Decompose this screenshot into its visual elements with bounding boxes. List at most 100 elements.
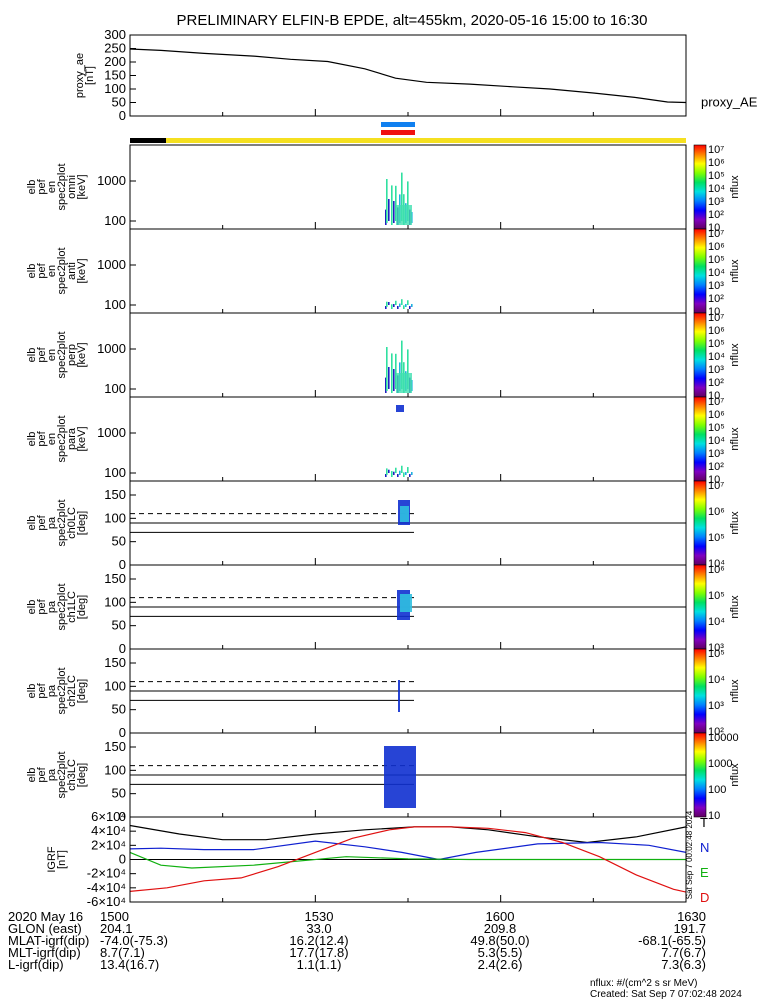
footer-value: 49.8(50.0) <box>470 933 530 948</box>
colorbar-tick: 10³ <box>708 364 724 376</box>
spectrogram-column <box>388 302 390 305</box>
y-tick-label: 2×10⁴ <box>91 837 126 852</box>
spectrogram-column <box>386 468 388 475</box>
y-tick-label: 100 <box>104 213 126 228</box>
chart-title: PRELIMINARY ELFIN-B EPDE, alt=455km, 202… <box>177 12 648 29</box>
y-tick-label: 1000 <box>97 341 126 356</box>
colorbar-label: nflux <box>729 679 741 703</box>
spectrogram-column <box>397 306 399 309</box>
colorbar-tick: 10⁴ <box>708 267 725 279</box>
colorbar-tick: 10² <box>708 209 724 221</box>
y-tick-label: 0 <box>119 557 126 572</box>
spectrogram-column <box>411 472 413 475</box>
y-label-line: spec2plot <box>56 499 68 546</box>
spectrogram-column <box>393 369 395 391</box>
y-tick-label: 100 <box>104 510 126 525</box>
y-label-line: pa <box>46 768 58 781</box>
series-line-proxy_AE <box>129 48 687 104</box>
state-bar: Sat Sep 7 00:02:48 2024 <box>130 122 694 899</box>
y-tick-label: 50 <box>112 702 126 717</box>
component-label: D <box>700 890 709 905</box>
colorbar-tick: 10⁴ <box>708 435 725 447</box>
spectrogram-column <box>407 349 409 389</box>
colorbar-tick: 10⁴ <box>708 351 725 363</box>
colorbar-tick: 10³ <box>708 700 724 712</box>
colorbar-tick: 10² <box>708 293 724 305</box>
y-label-line: elb <box>26 516 38 531</box>
spectrogram-column <box>385 474 387 477</box>
footer-row-name: GLON (east) <box>8 921 82 936</box>
footer-value: 1.1(1.1) <box>296 957 342 972</box>
panel-2: elbpefenspec2plotomni[keV]10010001010²10… <box>26 144 741 234</box>
y-label-line: spec2plot <box>56 583 68 630</box>
spectrogram-column <box>391 353 393 393</box>
y-label-line: [keV] <box>76 426 88 451</box>
y-tick-label: 50 <box>112 618 126 633</box>
spectrogram-column <box>399 470 401 475</box>
y-label-line: omni <box>66 175 78 199</box>
series-line-N <box>129 840 687 861</box>
y-tick-label: 150 <box>104 655 126 670</box>
footer-value: 7.7(6.7) <box>661 945 706 960</box>
y-label-line: ch1LC <box>66 591 78 623</box>
footer-value: -74.0(-75.3) <box>100 933 168 948</box>
colorbar <box>693 396 707 482</box>
panel-5: elbpefenspec2plotpara[keV]10010001010²10… <box>26 396 741 486</box>
footer-value: 1500 <box>100 909 129 924</box>
y-tick-label: 4×10⁴ <box>91 823 126 838</box>
colorbar-tick: 10⁷ <box>708 312 724 324</box>
panel-10: IGRF[nT]-6×10⁴-4×10⁴-2×10⁴02×10⁴4×10⁴6×1… <box>46 809 709 909</box>
y-label-line: [keV] <box>76 342 88 367</box>
footer-value: 17.7(17.8) <box>289 945 349 960</box>
y-tick-label: 100 <box>104 594 126 609</box>
y-label-line: ch3LC <box>66 759 78 791</box>
colorbar <box>693 480 707 566</box>
footer-value: 1630 <box>677 909 706 924</box>
footer-value: 204.1 <box>100 921 133 936</box>
colorbar-tick: 10⁵ <box>708 590 725 602</box>
y-tick-label: 250 <box>104 41 126 56</box>
spectrogram-column <box>397 474 399 477</box>
colorbar-tick: 10⁶ <box>708 506 725 518</box>
state-bar-yellow <box>166 138 686 143</box>
colorbar-tick: 10⁵ <box>708 254 725 266</box>
spectrogram-patch <box>396 373 412 393</box>
y-label-line: pef <box>36 178 48 194</box>
y-tick-label: -2×10⁴ <box>87 866 126 881</box>
colorbar-tick: 10³ <box>708 448 724 460</box>
spectrogram-column <box>393 304 395 307</box>
y-label-line: [keV] <box>76 174 88 199</box>
colorbar <box>693 564 707 650</box>
y-label-line: en <box>46 265 58 277</box>
y-tick-label: 100 <box>104 381 126 396</box>
y-label-line: [deg] <box>76 763 88 787</box>
spectrogram-column <box>403 305 405 309</box>
y-tick-label: 0 <box>119 641 126 656</box>
colorbar-tick: 100 <box>708 784 726 796</box>
y-tick-label: 1000 <box>97 257 126 272</box>
y-label-line: para <box>66 427 78 450</box>
spectrogram-column <box>407 181 409 221</box>
colorbar-tick: 10⁵ <box>708 338 725 350</box>
y-label-line: pef <box>36 430 48 446</box>
y-tick-label: 1000 <box>97 173 126 188</box>
colorbar-tick: 10⁶ <box>708 241 725 253</box>
colorbar-tick: 10 <box>708 474 720 486</box>
component-label: T <box>700 815 708 830</box>
panel-frame <box>129 816 687 903</box>
spectrogram-patch <box>396 205 412 225</box>
spectrogram-patch <box>400 506 409 522</box>
spectrogram-column <box>395 300 397 305</box>
colorbar-label: nflux <box>729 343 741 367</box>
colorbar-tick: 10 <box>708 390 720 402</box>
y-label-line: [deg] <box>76 595 88 619</box>
y-label-line: anti <box>66 262 78 280</box>
panel-4: elbpefenspec2plotperp[keV]10010001010²10… <box>26 312 741 402</box>
y-label-line: pef <box>36 682 48 698</box>
spectrogram-patch <box>400 594 412 612</box>
series-line-D <box>129 826 687 893</box>
spectrogram-column <box>385 209 387 225</box>
y-label-line: spec2plot <box>56 415 68 462</box>
